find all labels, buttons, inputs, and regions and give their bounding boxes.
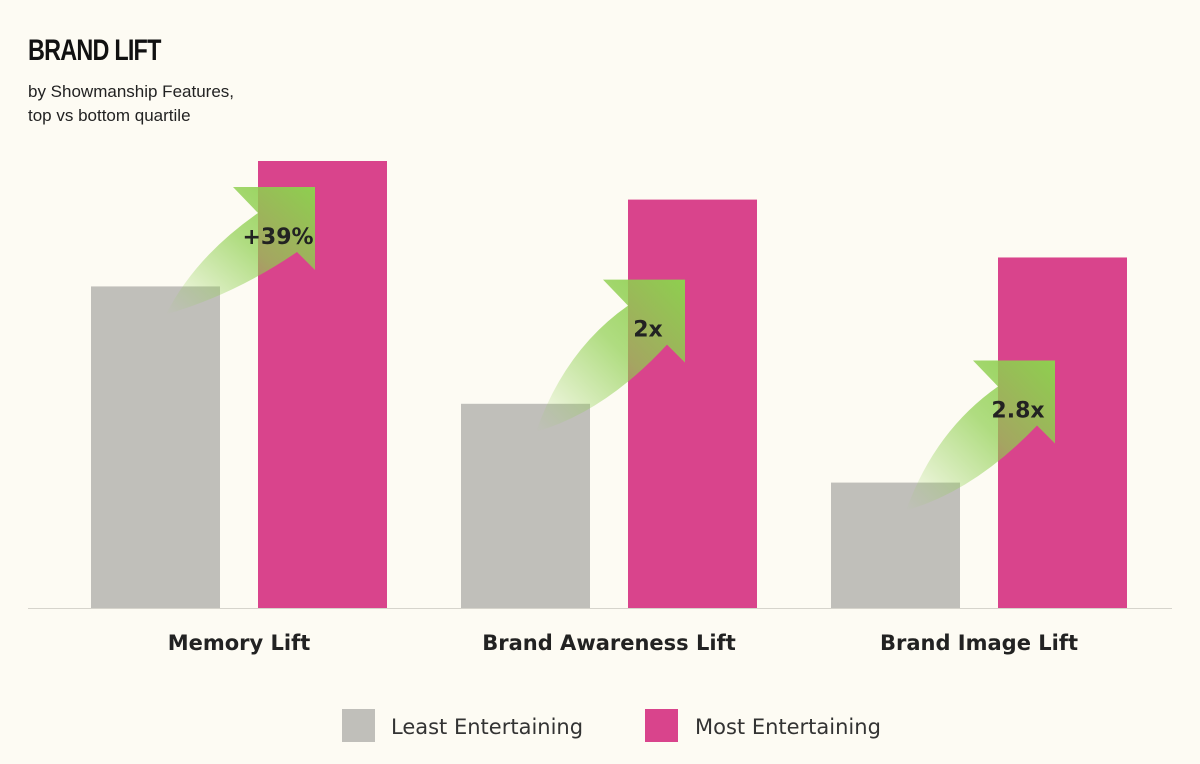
annotation-label-1: 2x [633,318,663,343]
legend: Least Entertaining Most Entertaining [342,709,881,742]
legend-swatch-least [342,709,375,742]
growth-arrow-0 [166,187,315,315]
category-label-1: Brand Awareness Lift [482,631,736,655]
subtitle-line-2: top vs bottom quartile [28,106,191,125]
growth-arrow-2 [906,360,1055,511]
legend-label-least: Least Entertaining [391,715,583,739]
category-label-0: Memory Lift [168,631,311,655]
bar-most-1 [628,199,757,608]
bar-least-0 [91,286,220,608]
chart-subtitle: by Showmanship Features, top vs bottom q… [28,80,234,128]
subtitle-line-1: by Showmanship Features, [28,82,234,101]
bar-least-2 [831,482,960,608]
bar-least-1 [461,403,590,608]
annotation-label-2: 2.8x [991,398,1044,423]
chart-title: BRAND LIFT [28,34,161,67]
legend-swatch-most [645,709,678,742]
annotation-label-0: +39% [242,225,313,250]
legend-label-most: Most Entertaining [695,715,881,739]
category-label-2: Brand Image Lift [880,631,1078,655]
growth-arrow-1 [536,279,685,432]
